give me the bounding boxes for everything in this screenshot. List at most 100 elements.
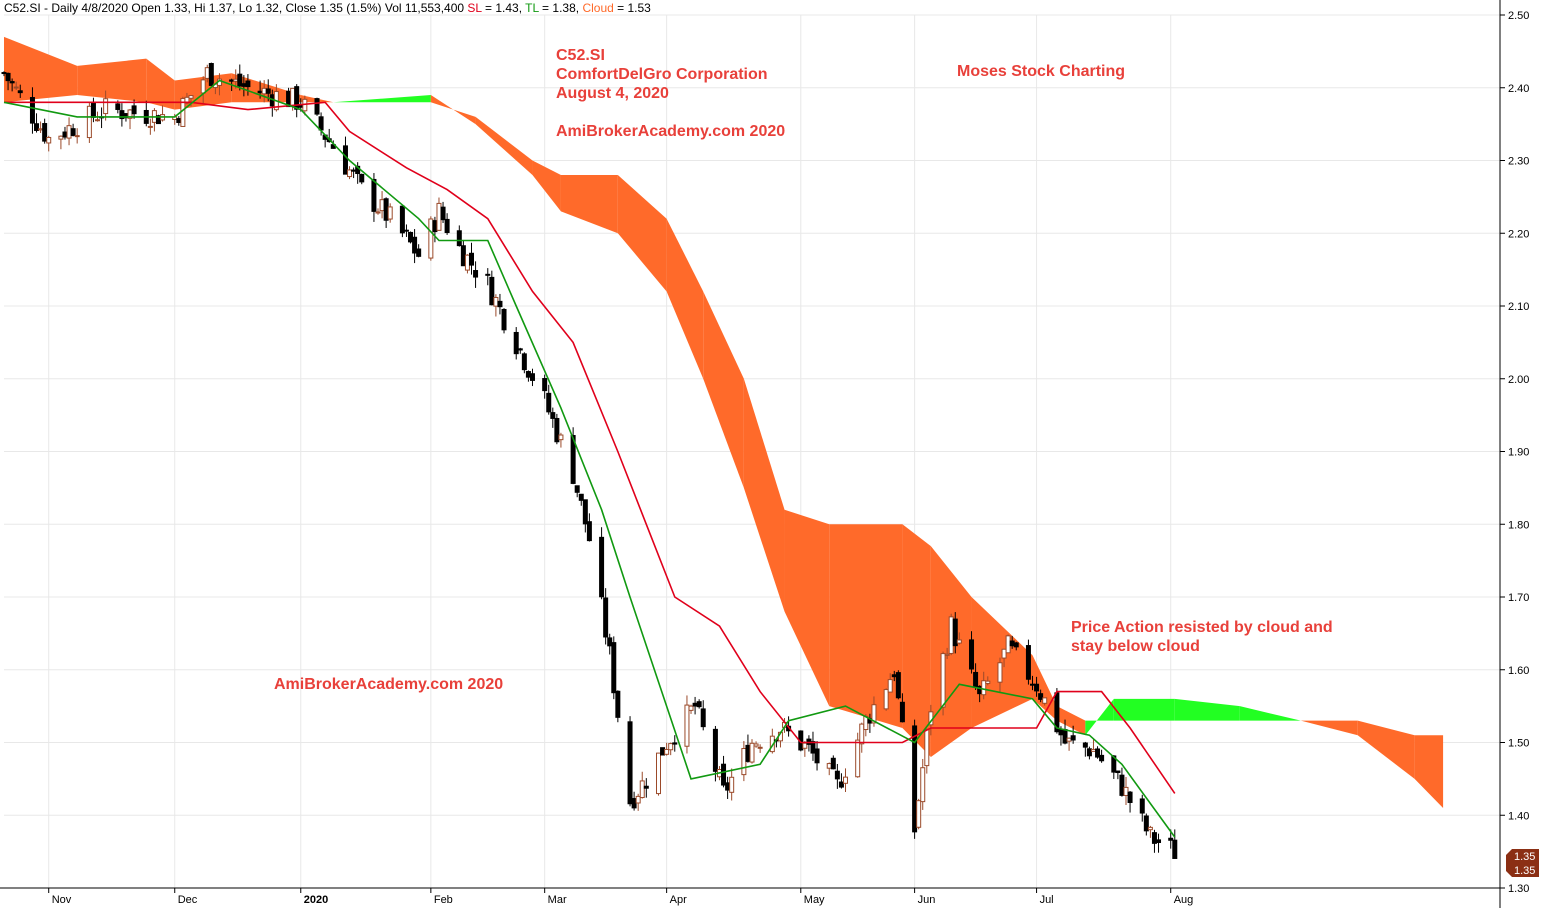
candle-down <box>550 412 556 419</box>
candle-down <box>399 205 405 234</box>
candle-down <box>440 206 446 221</box>
candle-up <box>58 135 64 140</box>
candle-down <box>1025 645 1031 680</box>
candle-down <box>891 674 897 678</box>
candle-down <box>745 744 751 762</box>
candle-up <box>668 743 674 751</box>
candle-down <box>692 702 698 707</box>
candle-up <box>843 776 848 784</box>
candle-down <box>615 690 621 718</box>
candle-down <box>416 248 422 257</box>
x-tick-label: Mar <box>548 894 567 906</box>
candle-up <box>436 202 442 231</box>
candle-down <box>444 218 450 234</box>
y-tick-label: 1.30 <box>1508 883 1529 895</box>
candle-up <box>887 679 893 693</box>
candle-up <box>924 729 930 767</box>
candle-down <box>1086 748 1092 757</box>
symbol-label: C52.SI <box>556 47 605 64</box>
candle-down <box>265 88 271 94</box>
candle-up <box>741 748 747 776</box>
cloud-bear-segment <box>902 524 931 758</box>
x-tick-label: Nov <box>52 894 72 906</box>
candle-up <box>749 742 755 763</box>
candle-down <box>586 521 592 542</box>
candle-up <box>757 746 763 749</box>
candle-up <box>997 662 1003 683</box>
cloud-bull-segment <box>1239 706 1301 721</box>
candle-up <box>147 125 153 128</box>
cloud-bear-segment <box>666 218 704 379</box>
candle-up <box>188 95 194 99</box>
candle-down <box>546 392 552 413</box>
x-tick-label: Feb <box>434 894 453 906</box>
candle-down <box>631 798 637 809</box>
candle-up <box>944 653 950 656</box>
candle-up <box>639 780 645 799</box>
indicator-lines <box>3 79 1176 838</box>
last-price-tag: 1.35 1.35 <box>1506 849 1539 877</box>
y-tick-label: 2.00 <box>1508 374 1529 386</box>
candle-down <box>62 131 68 138</box>
candle-down <box>969 639 975 670</box>
sl-line <box>4 101 1176 794</box>
candle-up <box>1147 826 1153 831</box>
x-tick-label: Dec <box>178 894 198 906</box>
date-label: August 4, 2020 <box>556 85 669 102</box>
candle-down <box>830 757 836 770</box>
candle-down <box>517 348 523 351</box>
candle-down <box>542 378 548 392</box>
candle-down <box>497 300 503 308</box>
candle-up <box>233 78 239 82</box>
comment-line-1: Price Action resisted by cloud and <box>1071 619 1333 636</box>
candle-down <box>245 80 251 88</box>
candle-down <box>554 417 560 443</box>
candle-up <box>464 254 470 271</box>
candle-up <box>103 98 109 115</box>
candle-up <box>1001 648 1007 659</box>
cloud-bull-segment <box>1085 698 1114 736</box>
candle-up <box>656 752 661 795</box>
candle-up <box>46 136 52 144</box>
cloud-bear-segment <box>743 378 785 612</box>
candle-up <box>1066 737 1072 742</box>
candle-down <box>1 72 7 75</box>
candle-down <box>176 118 182 123</box>
candle-down <box>1038 693 1044 700</box>
candle-up <box>635 795 641 804</box>
candle-down <box>90 102 96 118</box>
candle-up <box>802 742 808 749</box>
cloud-bear-segment <box>703 291 744 488</box>
candle-down <box>1151 832 1157 844</box>
candle-down <box>814 748 820 764</box>
brand-label: Moses Stock Charting <box>957 63 1125 80</box>
candle-down <box>469 252 474 266</box>
candle-up <box>558 434 564 441</box>
candle-down <box>834 770 840 780</box>
cloud-bear-segment <box>4 36 78 103</box>
candle-down <box>1156 839 1162 843</box>
y-tick-label: 2.10 <box>1508 301 1529 313</box>
cloud-bear-segment <box>829 524 903 728</box>
site-label-top: AmiBrokerAcademy.com 2020 <box>556 123 785 140</box>
candle-down <box>1168 837 1174 841</box>
candle-down <box>1058 728 1064 736</box>
cloud-bear-segment <box>1357 720 1415 779</box>
comment-line-2: stay below cloud <box>1071 638 1200 655</box>
candle-down <box>1013 642 1019 648</box>
candle-up <box>38 128 44 131</box>
price-tag-upper: 1.35 <box>1514 851 1535 863</box>
candle-down <box>696 701 702 708</box>
candle-down <box>607 637 613 647</box>
candle-down <box>672 742 678 745</box>
candle-up <box>290 87 296 107</box>
candle-up <box>493 296 499 307</box>
candle-up <box>883 689 889 710</box>
candle-up <box>261 87 267 95</box>
candle-down <box>660 747 666 756</box>
cloud-bear-segment <box>532 160 561 212</box>
candle-down <box>973 671 979 688</box>
candle-down <box>29 97 35 124</box>
y-tick-label: 2.20 <box>1508 228 1529 240</box>
candle-up <box>684 704 690 747</box>
